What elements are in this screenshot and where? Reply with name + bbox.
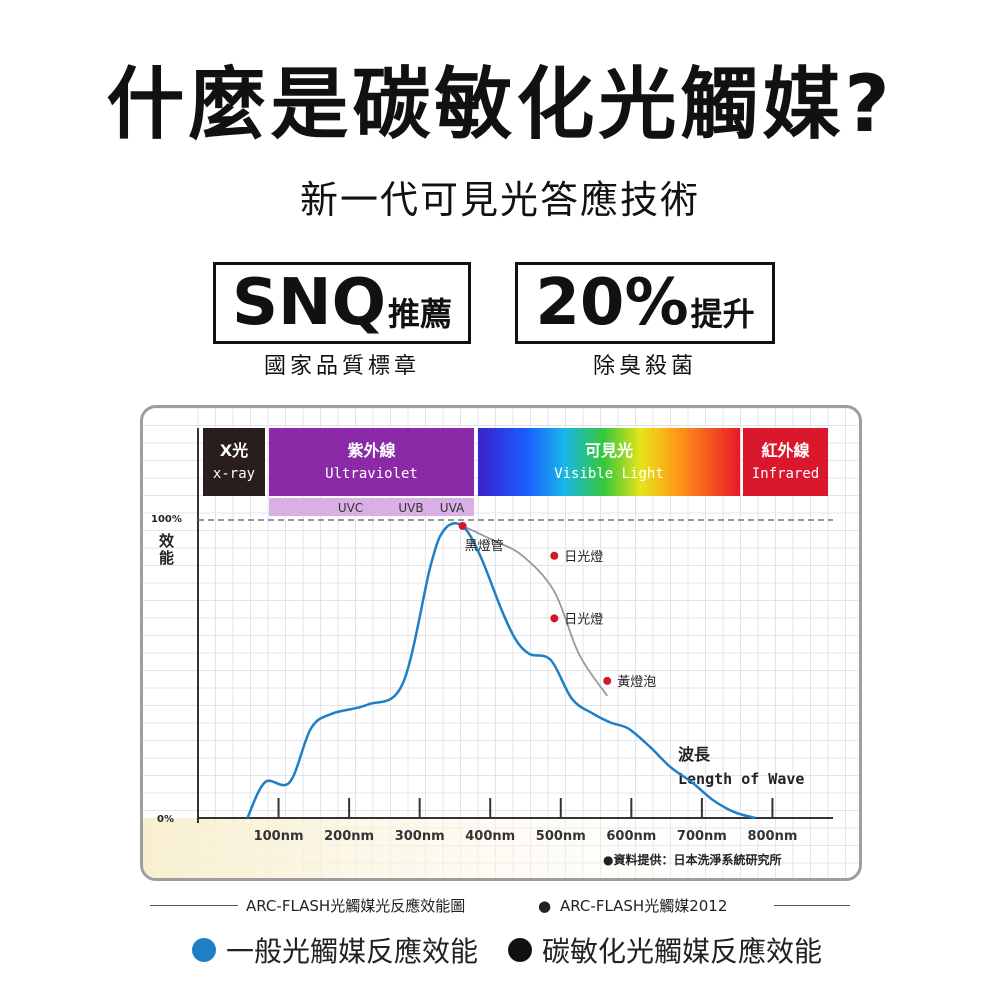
caption-right: ARC-FLASH光觸媒2012 xyxy=(560,897,728,915)
y-axis-label: 能 xyxy=(159,549,174,567)
series-line-1 xyxy=(462,525,608,697)
marker-label: 黑燈管 xyxy=(465,539,504,554)
legend-item-general: 一般光觸媒反應效能 xyxy=(192,930,478,970)
x-tick-label: 700nm xyxy=(677,829,727,844)
marker-dot xyxy=(550,551,559,560)
uv-subband-label: UVC xyxy=(338,501,363,515)
marker-label: 黃燈泡 xyxy=(617,675,656,690)
band-sublabel: Infrared xyxy=(752,466,819,482)
boost-badge-small: 提升 xyxy=(690,295,755,333)
uv-subband xyxy=(392,498,430,516)
snq-badge-small: 推薦 xyxy=(388,295,453,333)
marker-dot xyxy=(458,521,467,530)
source-note: ●資料提供：日本洗淨系統研究所 xyxy=(603,852,781,867)
x-tick-label: 100nm xyxy=(254,829,304,844)
legend-dot-black xyxy=(508,938,532,962)
uv-subband xyxy=(430,498,474,516)
marker-dot xyxy=(603,676,612,685)
band-sublabel: Ultraviolet xyxy=(325,466,418,482)
band-2 xyxy=(478,428,740,496)
marker-label: 日光燈 xyxy=(564,550,603,565)
caption-dot: ● xyxy=(538,897,552,915)
x-tick-label: 200nm xyxy=(324,829,374,844)
caption-rule-right xyxy=(774,905,850,906)
x-tick-label: 300nm xyxy=(395,829,445,844)
page-subtitle: 新一代可見光答應技術 xyxy=(299,178,700,222)
x-tick-label: 800nm xyxy=(747,829,797,844)
legend-label-carbon: 碳敏化光觸媒反應效能 xyxy=(542,935,823,968)
snq-badge-big: SNQ xyxy=(231,266,387,340)
caption-left: ARC-FLASH光觸媒光反應效能圖 xyxy=(246,897,466,915)
band-sublabel: Visible Light xyxy=(554,466,664,482)
boost-badge-caption: 除臭殺菌 xyxy=(592,354,697,379)
boost-badge: 20% 提升 xyxy=(515,262,775,344)
boost-badge-big: 20% xyxy=(535,266,689,340)
chart-panel: X光 x-ray 紫外線 Ultraviolet 可見光 Visible Light 紅外線… xyxy=(140,405,862,881)
y-tick-label: 0% xyxy=(157,814,174,825)
y-axis-label: 效 xyxy=(159,532,175,550)
band-label: 紅外線 xyxy=(761,441,809,460)
caption-strip: ARC-FLASH光觸媒光反應效能圖 ● ARC-FLASH光觸媒2012 xyxy=(150,892,850,920)
uv-subband xyxy=(269,498,392,516)
band-label: 可見光 xyxy=(585,441,633,460)
marker-dot xyxy=(550,614,559,623)
page-title: 什麼是碳敏化光觸媒? xyxy=(106,60,894,150)
legend-dot-blue xyxy=(192,938,216,962)
caption-rule-left xyxy=(150,905,238,906)
band-1 xyxy=(269,428,474,496)
wavelength-chart: X光 x-ray 紫外線 Ultraviolet 可見光 Visible Light 紅外線… xyxy=(143,408,859,878)
band-3 xyxy=(743,428,828,496)
snq-badge-caption: 國家品質標章 xyxy=(263,354,420,379)
x-axis-label-en: Length of Wave xyxy=(678,770,804,788)
x-tick-label: 400nm xyxy=(465,829,515,844)
x-axis-label-cn: 波長 xyxy=(678,745,711,764)
band-0 xyxy=(203,428,265,496)
y-tick-label: 100% xyxy=(151,514,182,525)
uv-subband-label: UVB xyxy=(398,501,423,515)
floor-shade xyxy=(143,818,859,878)
band-sublabel: x-ray xyxy=(213,466,255,482)
series-line-0 xyxy=(246,521,756,820)
snq-badge: SNQ 推薦 xyxy=(213,262,471,344)
x-tick-label: 600nm xyxy=(606,829,656,844)
uv-subband-label: UVA xyxy=(440,501,465,515)
legend-item-carbon: 碳敏化光觸媒反應效能 xyxy=(508,930,822,970)
band-label: X光 xyxy=(220,441,248,460)
marker-label: 日光燈 xyxy=(564,612,603,627)
legend-label-general: 一般光觸媒反應效能 xyxy=(226,935,479,968)
band-label: 紫外線 xyxy=(347,441,395,460)
x-tick-label: 500nm xyxy=(536,829,586,844)
